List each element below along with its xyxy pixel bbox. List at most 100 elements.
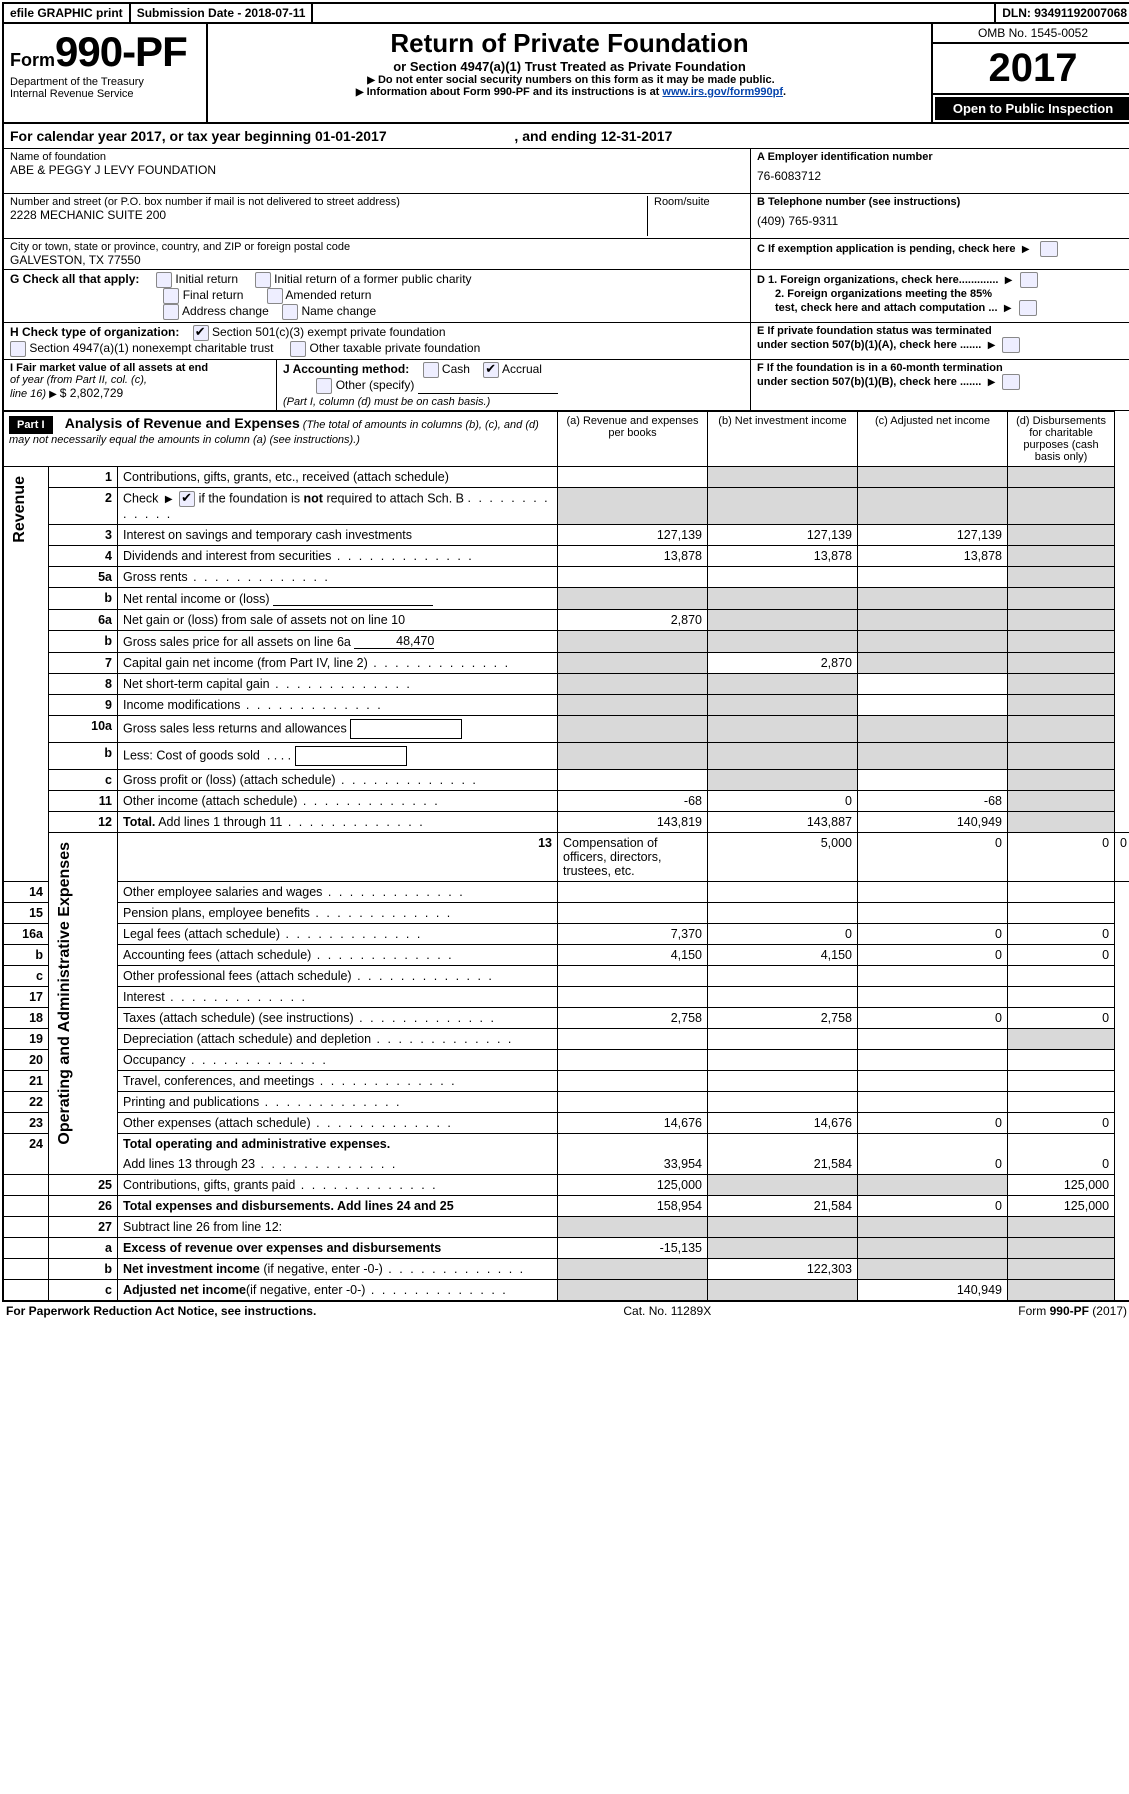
cb-name-change[interactable]: [282, 304, 298, 320]
cb-501c3[interactable]: [193, 325, 209, 341]
cb-4947[interactable]: [10, 341, 26, 357]
form-title: Return of Private Foundation: [214, 28, 925, 59]
form-word: Form: [10, 50, 55, 70]
c-label: C If exemption application is pending, c…: [757, 243, 1016, 255]
cb-initial-former[interactable]: [255, 272, 271, 288]
row-2: 2 Check if the foundation is not require…: [4, 488, 1129, 525]
cb-d2[interactable]: [1019, 300, 1037, 316]
row-21: 21 Travel, conferences, and meetings: [4, 1071, 1129, 1092]
part1-title: Analysis of Revenue and Expenses: [65, 415, 300, 431]
submission-value: 2018-07-11: [245, 6, 306, 20]
col-b-head: (b) Net investment income: [708, 412, 858, 467]
identity-row1: Name of foundation ABE & PEGGY J LEVY FO…: [4, 149, 1129, 194]
row-24b: Add lines 13 through 23 33,954 21,584 0 …: [4, 1154, 1129, 1175]
cb-other-method[interactable]: [316, 378, 332, 394]
room-label: Room/suite: [647, 196, 744, 236]
form-container: efile GRAPHIC print Submission Date - 20…: [2, 2, 1129, 1302]
d-cell: D 1. Foreign organizations, check here..…: [751, 270, 1129, 322]
identity-row2: Number and street (or P.O. box number if…: [4, 194, 1129, 239]
footer-mid: Cat. No. 11289X: [623, 1304, 711, 1318]
i-j-f-row: I Fair market value of all assets at end…: [4, 360, 1129, 411]
row-1: Revenue 1 Contributions, gifts, grants, …: [4, 467, 1129, 488]
h-e-row: H Check type of organization: Section 50…: [4, 323, 1129, 360]
cb-f[interactable]: [1002, 374, 1020, 390]
other-specify-line[interactable]: [418, 379, 558, 394]
dln: DLN: 93491192007068: [996, 4, 1129, 22]
footer-right: Form 990-PF (2017): [1018, 1304, 1127, 1318]
row-10c: c Gross profit or (loss) (attach schedul…: [4, 770, 1129, 791]
row-27: 27 Subtract line 26 from line 12:: [4, 1217, 1129, 1238]
foundation-name: ABE & PEGGY J LEVY FOUNDATION: [10, 163, 744, 177]
cb-e[interactable]: [1002, 337, 1020, 353]
cb-address-change[interactable]: [163, 304, 179, 320]
form-header: Form990-PF Department of the Treasury In…: [4, 24, 1129, 124]
phone-value: (409) 765-9311: [757, 214, 1127, 228]
j-cell: J Accounting method: Cash Accrual Other …: [277, 360, 751, 410]
h-cell: H Check type of organization: Section 50…: [4, 323, 751, 359]
side-revenue: Revenue: [9, 470, 31, 549]
col-c-head: (c) Adjusted net income: [858, 412, 1008, 467]
row-23: 23 Other expenses (attach schedule) 14,6…: [4, 1113, 1129, 1134]
submission-label: Submission Date -: [137, 6, 245, 20]
cb-other-taxable[interactable]: [290, 341, 306, 357]
g-d-row: G Check all that apply: Initial return I…: [4, 270, 1129, 323]
foundation-name-cell: Name of foundation ABE & PEGGY J LEVY FO…: [4, 149, 751, 193]
cb-amended-return[interactable]: [267, 288, 283, 304]
dln-value: 93491192007068: [1034, 6, 1127, 20]
city-label: City or town, state or province, country…: [10, 241, 744, 253]
page-footer: For Paperwork Reduction Act Notice, see …: [2, 1302, 1129, 1320]
phone-cell: B Telephone number (see instructions) (4…: [751, 194, 1129, 238]
row-19: 19 Depreciation (attach schedule) and de…: [4, 1029, 1129, 1050]
note-info: Information about Form 990-PF and its in…: [214, 86, 925, 98]
row-6b: b Gross sales price for all assets on li…: [4, 631, 1129, 653]
footer-left: For Paperwork Reduction Act Notice, see …: [6, 1304, 316, 1318]
row-20: 20 Occupancy: [4, 1050, 1129, 1071]
cb-cash[interactable]: [423, 362, 439, 378]
addr-label: Number and street (or P.O. box number if…: [10, 196, 647, 208]
open-to-public: Open to Public Inspection: [935, 97, 1129, 120]
dept-line1: Department of the Treasury: [10, 76, 200, 88]
row-12: 12 Total. Add lines 1 through 11 143,819…: [4, 812, 1129, 833]
cb-d1[interactable]: [1020, 272, 1038, 288]
phone-label: B Telephone number (see instructions): [757, 196, 1127, 208]
ein-label: A Employer identification number: [757, 151, 1127, 163]
ein-value: 76-6083712: [757, 169, 1127, 183]
row-16b: b Accounting fees (attach schedule) 4,15…: [4, 945, 1129, 966]
col-d-head: (d) Disbursements for charitable purpose…: [1008, 412, 1115, 467]
part1-header-row: Part I Analysis of Revenue and Expenses …: [4, 412, 1129, 467]
name-label: Name of foundation: [10, 151, 744, 163]
form-num: 990-PF: [55, 28, 187, 75]
row-16a: 16a Legal fees (attach schedule) 7,370 0…: [4, 924, 1129, 945]
ein-cell: A Employer identification number 76-6083…: [751, 149, 1129, 193]
row-5b: b Net rental income or (loss): [4, 588, 1129, 610]
dept-line2: Internal Revenue Service: [10, 88, 200, 100]
col-a-head: (a) Revenue and expenses per books: [558, 412, 708, 467]
efile-print[interactable]: efile GRAPHIC print: [4, 4, 131, 22]
cb-schb[interactable]: [179, 491, 195, 507]
row-3: 3 Interest on savings and temporary cash…: [4, 525, 1129, 546]
row-22: 22 Printing and publications: [4, 1092, 1129, 1113]
arrow-icon: [1019, 241, 1033, 255]
header-mid: Return of Private Foundation or Section …: [208, 24, 933, 122]
omb-number: OMB No. 1545-0052: [933, 24, 1129, 44]
cb-accrual[interactable]: [483, 362, 499, 378]
identity-row3: City or town, state or province, country…: [4, 239, 1129, 270]
cb-final-return[interactable]: [163, 288, 179, 304]
row-16c: c Other professional fees (attach schedu…: [4, 966, 1129, 987]
dln-label: DLN:: [1002, 6, 1034, 20]
row-27c: c Adjusted net income(if negative, enter…: [4, 1280, 1129, 1301]
row-15: 15 Pension plans, employee benefits: [4, 903, 1129, 924]
row-9: 9 Income modifications: [4, 695, 1129, 716]
g-cell: G Check all that apply: Initial return I…: [4, 270, 751, 322]
row-25: 25 Contributions, gifts, grants paid 125…: [4, 1175, 1129, 1196]
c-checkbox[interactable]: [1040, 241, 1058, 257]
row-8: 8 Net short-term capital gain: [4, 674, 1129, 695]
row-6a: 6a Net gain or (loss) from sale of asset…: [4, 610, 1129, 631]
row-18: 18 Taxes (attach schedule) (see instruct…: [4, 1008, 1129, 1029]
irs-link[interactable]: www.irs.gov/form990pf: [662, 86, 783, 98]
street-address: 2228 MECHANIC SUITE 200: [10, 208, 647, 222]
cb-initial-return[interactable]: [156, 272, 172, 288]
i-cell: I Fair market value of all assets at end…: [4, 360, 277, 410]
city-cell: City or town, state or province, country…: [4, 239, 751, 269]
c-pending-cell: C If exemption application is pending, c…: [751, 239, 1129, 269]
